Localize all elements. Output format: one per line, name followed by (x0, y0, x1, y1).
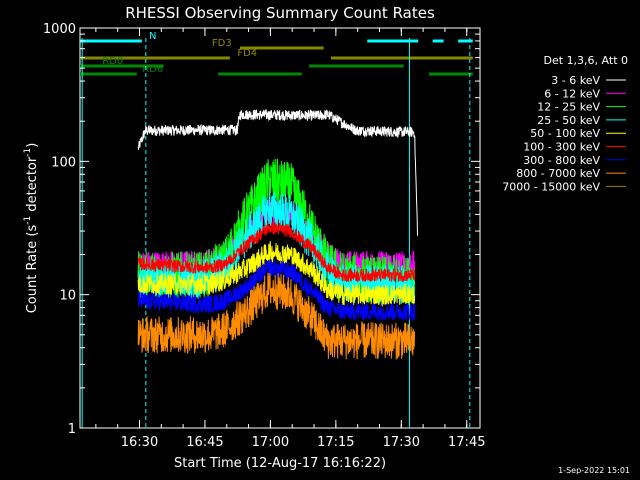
y-axis-ticks: 1 10 100 1000 (43, 22, 480, 437)
x-tick-label: 16:30 (121, 435, 158, 450)
series-line (137, 259, 415, 321)
x-tick-label: 16:45 (186, 435, 223, 450)
series-line (137, 109, 418, 236)
y-tick-label: 100 (51, 155, 76, 170)
legend-label: 100 - 300 keV (523, 141, 600, 154)
legend-label: 50 - 100 keV (530, 127, 600, 140)
state-bar-label: N (149, 31, 156, 42)
y-tick-label: 1000 (43, 22, 76, 37)
series-line (137, 221, 415, 283)
plot-frame (79, 27, 481, 429)
x-tick-label: 17:30 (383, 435, 420, 450)
legend-label: 300 - 800 keV (523, 154, 600, 167)
state-vertical-lines (81, 38, 471, 428)
y-axis-label-part: Count Rate (s (25, 225, 40, 314)
y-axis-label-part: detector (25, 156, 40, 216)
y-axis-label-part: ) (25, 143, 40, 148)
y-axis-label-sup: -1 (23, 148, 33, 157)
legend-label: 6 - 12 keV (544, 87, 600, 100)
y-axis-label-sup: -1 (23, 216, 33, 225)
x-axis-ticks: 16:30 16:45 17:00 17:15 17:30 17:45 (95, 28, 485, 450)
series-line (137, 241, 415, 308)
y-tick-label: 10 (59, 289, 76, 304)
state-bar-label: FD3 (212, 38, 232, 49)
state-bar-label: FD4 (237, 48, 257, 59)
legend-label: 800 - 7000 keV (516, 167, 600, 180)
state-bar-label: RD0 (102, 56, 123, 67)
legend-label: 7000 - 15000 keV (502, 180, 600, 193)
chart-title: RHESSI Observing Summary Count Rates (125, 4, 435, 22)
y-tick-label: 1 (68, 422, 76, 437)
legend-label: 3 - 6 keV (551, 74, 600, 87)
y-axis-label: Count Rate (s-1 detector-1) (23, 143, 40, 314)
legend-label: 25 - 50 keV (537, 114, 600, 127)
series-line (137, 272, 415, 360)
series-lines (137, 109, 418, 360)
x-tick-label: 17:45 (448, 435, 485, 450)
state-bars: N FD3 FD4 RD0 RD6 (80, 31, 473, 76)
x-axis-label: Start Time (12-Aug-17 16:16:22) (174, 456, 386, 471)
generation-timestamp: 1-Sep-2022 15:01 (558, 466, 630, 475)
x-tick-label: 17:00 (252, 435, 289, 450)
x-tick-label: 17:15 (317, 435, 354, 450)
state-bar-label: RD6 (142, 64, 163, 75)
legend-label: 12 - 25 keV (537, 101, 600, 114)
legend-title: Det 1,3,6, Att 0 (544, 54, 628, 67)
